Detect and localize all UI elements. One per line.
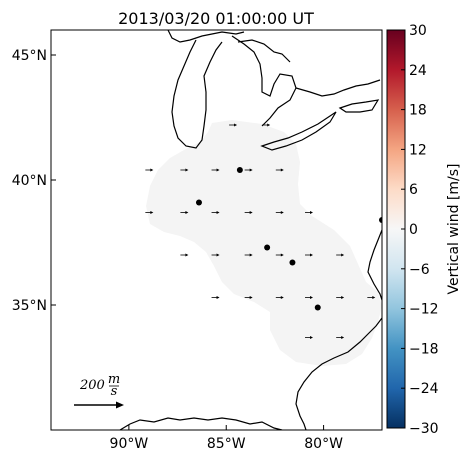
wind-vector [305,296,314,299]
wind-vector [244,296,253,299]
wind-vector [244,168,253,172]
scale-arrow-legend: 200 m s [74,372,124,409]
colorbar-tick-label: 18 [409,103,427,119]
wind-vector [336,296,345,299]
colorbar-tick-label: −18 [409,341,439,357]
wind-vector [262,123,271,127]
lat-tick-label: 35°N [12,298,47,314]
wind-vector [180,211,189,214]
colorbar-tick-label: 0 [409,222,418,238]
wind-vector [305,253,314,257]
chart-title: 2013/03/20 01:00:00 UT [118,9,314,28]
lat-tick-label: 45°N [12,48,47,64]
wind-vector [244,253,253,257]
wind-vector [244,211,253,214]
scale-arrow-unit-num: m [108,372,120,387]
wind-vector [211,211,220,214]
station-point [289,259,296,266]
colorbar-tick-label: −30 [409,421,439,437]
wind-vector [275,168,284,172]
scale-arrow-magnitude: 200 [79,378,105,393]
colorbar-tick-label: −12 [409,302,439,318]
wind-vector [275,211,284,214]
vertical-wind-field [146,120,382,366]
wind-vector [275,253,284,257]
wind-vector [229,123,238,127]
station-point [379,217,382,223]
wind-vector [275,296,284,299]
wind-vector [180,168,189,172]
lon-tick-label: 80°W [304,436,343,452]
station-point [314,304,321,311]
colorbar-tick-label: −6 [409,262,430,278]
wind-vector [211,253,220,257]
wind-vectors [145,123,376,339]
colorbar-tick-label: 6 [409,182,418,198]
lon-tick-label: 85°W [207,436,246,452]
scale-arrow-unit-den: s [111,384,118,399]
wind-vector [336,253,345,257]
wind-vector [180,253,189,257]
coastlines [119,30,382,430]
wind-vector [305,211,314,214]
latitude-axis: 45°N 40°N 35°N [12,48,56,314]
lat-tick-label: 40°N [12,173,47,189]
wind-vector [336,336,345,339]
stations [195,167,382,311]
wind-vector [145,168,154,172]
colorbar-label: Vertical wind [m/s] [446,164,462,295]
map-frame [50,29,383,431]
wind-vector [367,296,376,299]
colorbar-tick-label: 30 [409,23,427,39]
colorbar-tick-label: 24 [409,63,427,79]
wind-vector [211,168,220,172]
map-panel: 200 m s [51,30,382,430]
wind-vector [145,211,154,214]
colorbar-tick-label: −24 [409,381,439,397]
colorbar-tick-label: 12 [409,142,427,158]
colorbar-ticks: 30 24 18 12 6 0 −6 −12 −18 −24 −30 [401,23,439,437]
station-point [236,167,243,173]
longitude-axis: 90°W 85°W 80°W [110,425,343,452]
station-point [264,244,271,251]
station-point [195,199,202,206]
wind-vector [211,296,220,299]
lon-tick-label: 90°W [110,436,149,452]
wind-vector [305,336,314,339]
